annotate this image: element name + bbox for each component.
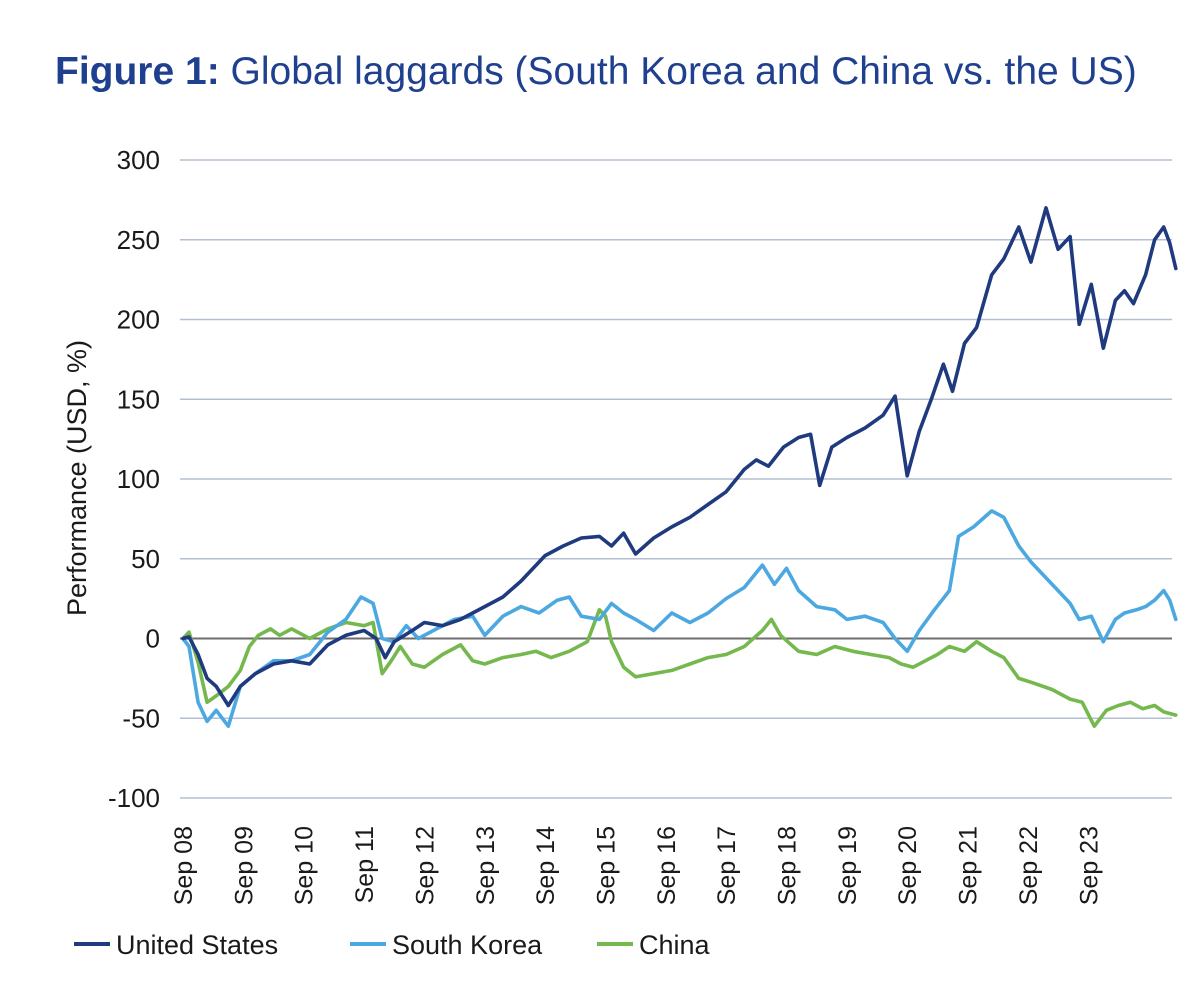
y-tick-label: 50 bbox=[131, 544, 160, 574]
x-tick-label: Sep 14 bbox=[532, 826, 560, 905]
x-tick-label: Sep 19 bbox=[834, 826, 862, 905]
y-tick-label: 100 bbox=[117, 464, 160, 494]
x-tick-label: Sep 09 bbox=[230, 826, 258, 905]
x-tick-label: Sep 13 bbox=[472, 826, 500, 905]
y-tick-label: -100 bbox=[108, 783, 160, 813]
x-tick-label: Sep 17 bbox=[713, 826, 741, 905]
x-tick-label: Sep 20 bbox=[894, 826, 922, 905]
x-tick-label: Sep 22 bbox=[1015, 826, 1043, 905]
legend-label-united-states: United States bbox=[116, 930, 278, 960]
y-axis-ticks: 300 250 200 150 100 50 0 -50 -100 bbox=[108, 145, 160, 813]
x-tick-label: Sep 10 bbox=[291, 826, 319, 905]
x-tick-label: Sep 21 bbox=[955, 826, 983, 905]
x-tick-label: Sep 11 bbox=[351, 826, 379, 903]
y-tick-label: 200 bbox=[117, 305, 160, 335]
figure-number: Figure 1: bbox=[55, 50, 220, 93]
x-tick-label: Sep 08 bbox=[170, 826, 198, 905]
x-tick-label: Sep 15 bbox=[592, 826, 620, 905]
gridlines bbox=[180, 159, 1172, 799]
y-axis-label: Performance (USD, %) bbox=[62, 340, 92, 616]
x-tick-label: Sep 18 bbox=[774, 826, 802, 905]
series-line-united-states bbox=[181, 206, 1178, 708]
chart-title: Figure 1: Global laggards (South Korea a… bbox=[55, 46, 1137, 98]
y-tick-label: 300 bbox=[117, 145, 160, 175]
figure-title-text: Global laggards (South Korea and China v… bbox=[230, 50, 1137, 93]
y-tick-label: 150 bbox=[117, 384, 160, 414]
x-tick-label: Sep 16 bbox=[653, 826, 681, 905]
series-line-south-korea bbox=[181, 509, 1178, 728]
x-tick-label: Sep 23 bbox=[1075, 826, 1103, 905]
series-line-china bbox=[181, 608, 1178, 728]
legend: United States South Korea China bbox=[74, 930, 711, 960]
series-lines bbox=[181, 206, 1178, 728]
y-tick-label: -50 bbox=[122, 703, 160, 733]
x-axis-ticks: Sep 08 Sep 09 Sep 10 Sep 11 Sep 12 Sep 13 Sep … bbox=[170, 826, 1103, 905]
legend-label-south-korea: South Korea bbox=[392, 930, 543, 960]
x-tick-label: Sep 12 bbox=[411, 826, 439, 905]
y-tick-label: 0 bbox=[146, 624, 160, 654]
legend-label-china: China bbox=[639, 930, 711, 960]
y-tick-label: 250 bbox=[117, 225, 160, 255]
